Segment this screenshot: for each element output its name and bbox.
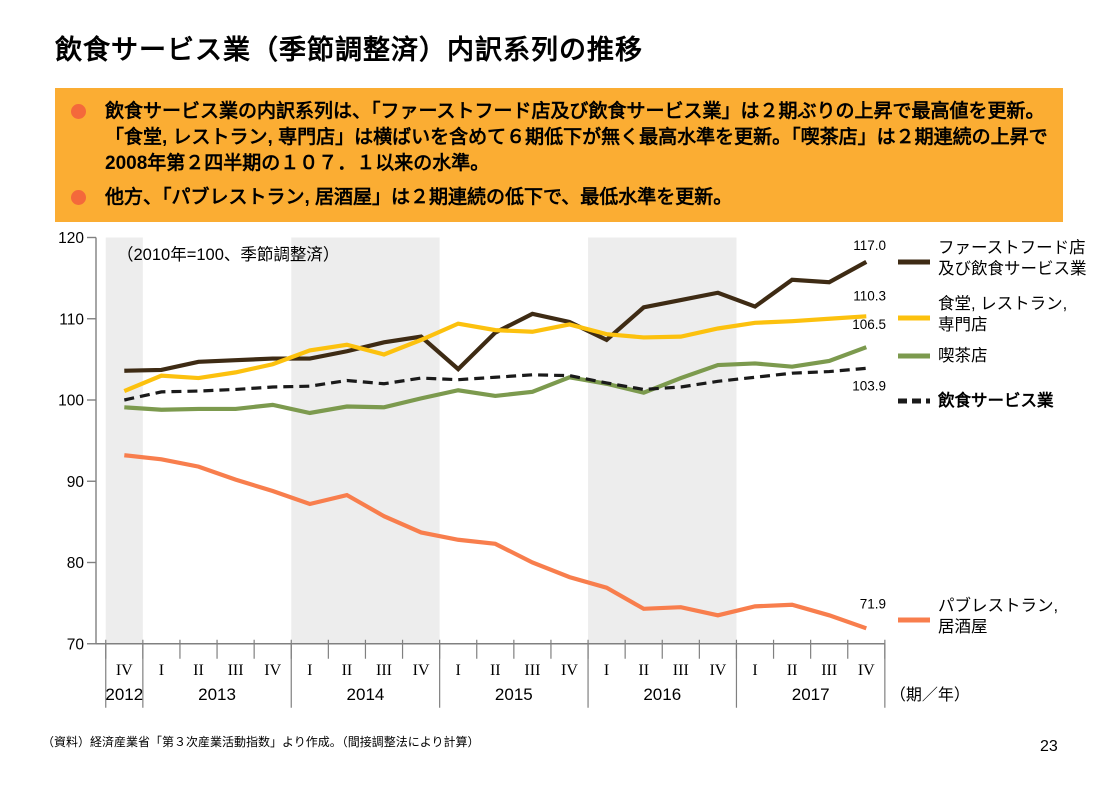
legend-label-0: ファーストフード店 (938, 238, 1086, 257)
quarter-label: II (638, 662, 649, 679)
shaded-band-2014 (291, 237, 440, 644)
quarter-label: I (159, 662, 164, 679)
quarter-label: IV (561, 662, 578, 679)
quarter-label: IV (264, 662, 281, 679)
legend-label-0: 及び飲食サービス業 (938, 259, 1087, 278)
legend-label-4: パブレストラン, (938, 595, 1058, 615)
quarter-label: III (673, 662, 689, 679)
quarter-label: II (342, 662, 353, 679)
y-tick-label: 120 (58, 230, 84, 247)
quarter-label: III (228, 662, 244, 679)
quarter-label: IV (858, 662, 875, 679)
year-label: 2014 (347, 685, 385, 704)
x-axis-unit-label: （期／年） (890, 686, 970, 704)
year-label: 2012 (105, 685, 143, 704)
series-line-2 (124, 345, 868, 416)
y-tick-label: 80 (67, 555, 85, 572)
bullet-icon (71, 190, 86, 206)
quarter-label: II (193, 662, 204, 679)
year-label: 2013 (198, 685, 236, 704)
page-title: 飲食サービス業（季節調整済）内訳系列の推移 (55, 35, 643, 65)
summary-callout-box: 飲食サービス業の内訳系列は、「ファーストフード店及び飲食サービス業」は２期ぶりの… (55, 88, 1063, 222)
series-end-value-4: 71.9 (860, 596, 886, 611)
quarter-label: III (821, 662, 837, 679)
year-label: 2016 (643, 685, 681, 704)
callout-bullet-item: 飲食サービス業の内訳系列は、「ファーストフード店及び飲食サービス業」は２期ぶりの… (71, 99, 1049, 176)
legend-label-3: 飲食サービス業 (937, 390, 1054, 410)
series-end-value-0: 117.0 (853, 238, 886, 253)
year-label: 2015 (495, 685, 533, 704)
chart-annotation: （2010年=100、季節調整済） (117, 245, 339, 264)
source-note: （資料）経済産業省「第３次産業活動指数」より作成。（間接調整法により計算） (42, 735, 480, 749)
shaded-band-2012 (105, 237, 143, 644)
legend-label-2: 喫茶店 (938, 346, 988, 365)
callout-bullet-item: 他方、「パブレストラン, 居酒屋」は２期連続の低下で、最低水準を更新。 (71, 185, 1049, 211)
shaded-band-2016 (588, 237, 737, 644)
callout-bullet-text: 飲食サービス業の内訳系列は、「ファーストフード店及び飲食サービス業」は２期ぶりの… (105, 101, 1048, 174)
series-end-value-2: 106.5 (852, 317, 886, 332)
quarter-label: III (524, 662, 540, 679)
quarter-label: III (376, 662, 392, 679)
quarter-label: IV (709, 662, 726, 679)
quarter-label: IV (116, 662, 133, 679)
quarter-label: I (752, 662, 757, 679)
year-label: 2017 (792, 685, 830, 704)
page-number: 23 (1040, 738, 1058, 755)
series-end-value-1: 110.3 (853, 288, 886, 303)
quarter-label: I (604, 662, 609, 679)
y-tick-label: 90 (67, 474, 85, 491)
y-tick-label: 100 (58, 393, 84, 410)
legend-label-1: 専門店 (938, 315, 988, 334)
quarter-label: IV (413, 662, 430, 679)
series-line-3 (123, 366, 867, 402)
y-tick-label: 110 (59, 311, 84, 328)
y-tick-label: 70 (67, 636, 85, 653)
legend-label-1: 食堂, レストラン, (938, 294, 1067, 313)
series-line-1 (123, 314, 867, 394)
quarter-label: I (307, 662, 312, 679)
series-end-value-3: 103.9 (852, 378, 886, 393)
callout-bullet-text: 他方、「パブレストラン, 居酒屋」は２期連続の低下で、最低水準を更新。 (105, 187, 733, 209)
legend-label-4: 居酒屋 (938, 617, 988, 636)
quarter-label: II (787, 662, 798, 679)
series-line-4 (124, 453, 867, 631)
quarter-label: II (490, 662, 501, 679)
series-line-0 (124, 260, 868, 373)
quarter-label: I (456, 662, 461, 679)
bullet-icon (71, 104, 86, 119)
